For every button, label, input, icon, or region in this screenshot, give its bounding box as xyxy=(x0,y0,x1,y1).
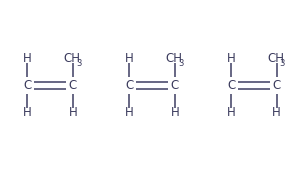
Text: H: H xyxy=(227,52,235,65)
Text: C: C xyxy=(227,79,235,92)
Text: 3: 3 xyxy=(280,59,285,68)
Text: 3: 3 xyxy=(76,59,81,68)
Text: H: H xyxy=(23,106,32,119)
Text: H: H xyxy=(125,106,133,119)
Text: CH: CH xyxy=(165,52,182,65)
Text: C: C xyxy=(272,79,281,92)
Text: H: H xyxy=(69,106,77,119)
Text: CH: CH xyxy=(64,52,81,65)
Text: C: C xyxy=(125,79,133,92)
Text: H: H xyxy=(171,106,179,119)
Text: C: C xyxy=(69,79,77,92)
Text: C: C xyxy=(171,79,179,92)
Text: 3: 3 xyxy=(178,59,183,68)
Text: H: H xyxy=(125,52,133,65)
Text: CH: CH xyxy=(267,52,284,65)
Text: C: C xyxy=(23,79,32,92)
Text: H: H xyxy=(23,52,32,65)
Text: H: H xyxy=(227,106,235,119)
Text: H: H xyxy=(272,106,281,119)
